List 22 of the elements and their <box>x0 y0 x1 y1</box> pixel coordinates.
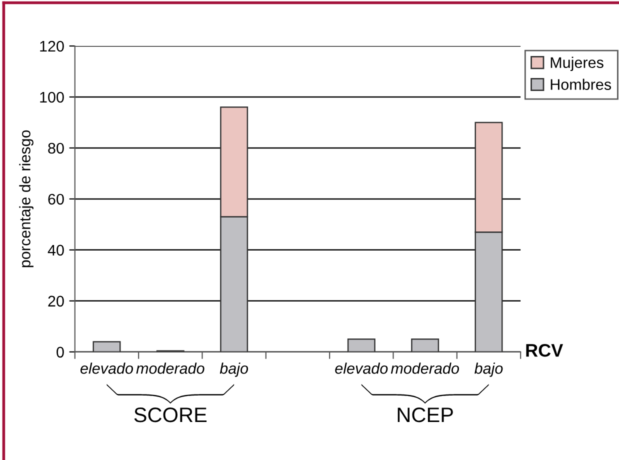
y-tick-label: 80 <box>48 142 64 154</box>
y-tick-label: 60 <box>48 194 64 205</box>
y-axis-title: porcentaje de riesgo <box>19 130 34 268</box>
x-tick-label: moderado <box>136 362 204 374</box>
text: SCORE <box>134 408 207 422</box>
y-tick-label: 0 <box>56 346 64 358</box>
y-tick-label: 40 <box>48 244 64 256</box>
bar <box>411 338 440 352</box>
x-tick-label: elevado <box>335 362 388 374</box>
legend-label: Mujeres <box>550 56 604 72</box>
x-tick-label: bajo <box>220 362 248 377</box>
text: NCEP <box>398 408 453 422</box>
x-tick-label: elevado <box>80 362 134 374</box>
x-tick-label: moderado <box>390 362 459 374</box>
x-axis-title: RCV <box>526 344 564 357</box>
y-tick-label: 100 <box>40 92 64 103</box>
bar <box>92 341 121 352</box>
y-tick-label: 120 <box>40 40 64 52</box>
x-tick-label: bajo <box>474 362 503 377</box>
bar <box>347 338 376 352</box>
y-tick-label: 20 <box>48 296 64 307</box>
legend-label: Hombres <box>550 78 612 90</box>
